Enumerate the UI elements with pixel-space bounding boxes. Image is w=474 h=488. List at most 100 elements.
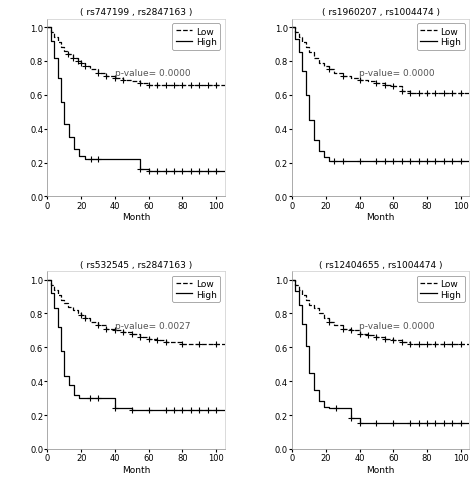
Low (311, 56, 317, 61)
Line: Low: Low (292, 28, 469, 94)
High (87, 395, 92, 401)
Low (382, 82, 388, 88)
Low (87, 67, 92, 73)
Low (129, 79, 135, 85)
Low (311, 306, 317, 312)
Legend: Low, High: Low, High (417, 24, 465, 51)
Low (82, 64, 87, 70)
Low (95, 71, 101, 77)
Line: High: High (47, 280, 225, 410)
High (66, 382, 72, 387)
Low (303, 297, 309, 303)
High (58, 100, 64, 105)
Low (292, 282, 298, 288)
Low (382, 336, 388, 342)
Low (137, 334, 143, 340)
Low (70, 56, 75, 61)
High (89, 157, 94, 163)
Low (213, 341, 219, 347)
Low (222, 82, 228, 88)
High (299, 321, 305, 327)
High (55, 76, 60, 81)
Low (306, 50, 312, 56)
Low (146, 82, 152, 88)
High (296, 50, 301, 56)
High (62, 373, 67, 379)
Low (374, 334, 379, 340)
Legend: Low, High: Low, High (172, 276, 220, 303)
High (303, 343, 309, 349)
Low (104, 74, 109, 80)
Low (65, 52, 71, 58)
Low (321, 316, 327, 322)
Low (365, 333, 371, 339)
Low (303, 45, 309, 51)
Low (82, 316, 87, 322)
Low (62, 301, 67, 306)
Low (374, 81, 379, 87)
Low (112, 76, 118, 81)
High (48, 290, 54, 296)
Low (299, 292, 305, 298)
High (458, 421, 464, 427)
Low (424, 341, 430, 347)
Low (45, 277, 50, 283)
Low (154, 338, 160, 344)
Low (289, 277, 295, 283)
High (45, 277, 50, 283)
High (72, 392, 77, 398)
High (458, 159, 464, 164)
Low (306, 303, 312, 308)
Low (365, 79, 371, 85)
High (326, 159, 332, 164)
Low (75, 311, 81, 317)
High (82, 157, 87, 163)
High (306, 118, 312, 124)
Low (296, 287, 301, 293)
High (296, 303, 301, 308)
High (180, 407, 185, 413)
Low (180, 341, 185, 347)
Low (75, 59, 81, 65)
Low (326, 67, 332, 73)
Low (326, 319, 332, 325)
Low (331, 71, 337, 77)
Low (458, 91, 464, 97)
High (112, 406, 118, 411)
Low (407, 341, 413, 347)
Title: ( rs532545 , rs2847163 ): ( rs532545 , rs2847163 ) (80, 261, 192, 269)
Low (222, 341, 228, 347)
Low (331, 323, 337, 328)
Low (104, 326, 109, 332)
Low (58, 45, 64, 51)
Low (299, 40, 305, 46)
High (407, 421, 413, 427)
High (72, 147, 77, 153)
Low (458, 341, 464, 347)
High (441, 421, 447, 427)
High (357, 421, 363, 427)
Text: p-value= 0.0027: p-value= 0.0027 (115, 321, 190, 330)
Line: High: High (47, 28, 225, 172)
Line: Low: Low (47, 28, 225, 85)
Low (58, 297, 64, 303)
Low (340, 326, 346, 332)
Low (51, 287, 57, 293)
High (45, 25, 50, 31)
Line: High: High (292, 28, 469, 162)
High (382, 159, 388, 164)
Low (70, 307, 75, 313)
Low (292, 30, 298, 36)
Title: ( rs1960207 , rs1004474 ): ( rs1960207 , rs1004474 ) (322, 8, 439, 18)
Text: p-value= 0.0000: p-value= 0.0000 (115, 69, 191, 78)
Low (197, 341, 202, 347)
High (146, 169, 152, 175)
Low (296, 35, 301, 41)
Low (441, 341, 447, 347)
High (299, 69, 305, 75)
Low (399, 89, 405, 95)
High (213, 169, 219, 175)
High (48, 39, 54, 44)
Low (120, 78, 126, 83)
High (466, 421, 472, 427)
